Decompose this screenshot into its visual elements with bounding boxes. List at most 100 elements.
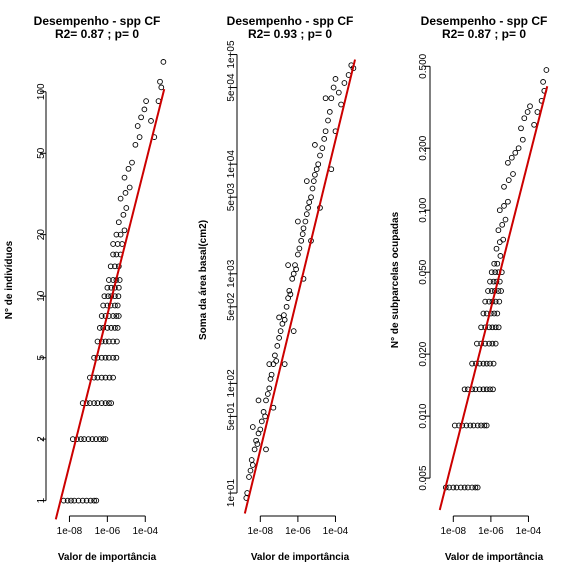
data-point [104,284,111,291]
y-tick-label: 10 [36,290,47,302]
data-point [106,374,113,381]
data-point [531,121,537,128]
data-point [110,354,116,361]
data-point [251,446,258,453]
data-point [141,106,148,113]
data-point [266,385,273,392]
data-point [501,183,507,190]
data-point [75,497,82,504]
chart-subtitle: R2= 0.87 ; p= 0 [442,27,526,41]
x-tick-label: 1e-04 [516,526,542,537]
data-point [309,185,316,192]
data-point [463,422,470,429]
data-point [494,310,501,317]
data-point [487,360,493,367]
data-point [474,340,480,347]
data-point [518,125,524,132]
data-point [302,218,309,225]
data-point [248,457,255,463]
data-point [310,178,317,184]
data-point [292,262,298,268]
data-point [68,497,74,504]
data-point [488,288,495,294]
data-point [85,436,92,442]
data-point [303,178,310,184]
data-point [491,260,498,267]
data-point [457,484,464,491]
data-point [132,141,139,148]
data-point [110,374,116,381]
data-point [330,84,337,91]
y-tick-label: 0.200 [418,135,429,160]
data-point [483,360,490,367]
data-point [114,302,121,309]
regression-line [438,86,549,511]
data-point [298,237,305,244]
y-tick-label: 0.050 [418,259,429,284]
data-point [117,195,124,202]
data-point [300,225,307,232]
data-point [255,397,262,404]
y-tick-label: 1e+02 [226,369,237,398]
data-point [501,203,507,209]
y-tick-label: 50 [36,147,47,159]
data-point [110,313,116,319]
data-point [512,149,519,156]
data-point [125,165,132,172]
y-tick-label: 20 [36,229,47,241]
chart-title: Desempenho - spp CF [421,14,548,28]
data-point [117,231,124,238]
x-axis-label: Valor de importância [445,552,544,563]
x-tick-label: 1e-06 [95,526,121,537]
data-point [98,313,105,319]
data-point [102,436,109,442]
data-point [110,241,116,247]
data-point [116,277,123,283]
data-point [490,278,497,285]
data-point [115,219,122,226]
y-tick-label: 1e+04 [226,150,237,179]
data-point [100,436,107,442]
data-point [98,400,105,406]
data-point [112,302,118,309]
data-point [281,312,287,318]
data-point [505,159,511,166]
data-point [483,386,490,393]
data-point [480,360,487,367]
y-axis-label: N° de indivíduos [4,240,15,319]
y-tick-label: 1e+01 [226,479,237,508]
data-point [281,316,288,323]
y-tick-label: 0.100 [418,197,429,222]
data-point [470,422,477,429]
data-point [312,171,318,178]
data-point [157,78,163,85]
data-point [108,325,115,331]
data-point [94,400,101,406]
data-point [450,484,457,491]
data-point [485,288,491,294]
data-point [134,123,141,129]
data-point [498,288,504,294]
data-point [469,484,475,491]
x-tick-label: 1e-06 [478,526,504,537]
y-tick-label: 1 [36,497,47,503]
y-tick-label: 1e+03 [226,259,237,288]
data-point [497,253,504,259]
data-point [268,371,275,378]
x-axis-label: Valor de importância [58,552,157,563]
y-tick-label: 100 [36,83,47,100]
data-point [303,211,310,217]
data-point [114,325,121,331]
data-point [79,497,86,504]
data-point [110,338,116,345]
y-tick-label: 1e+05 [226,40,237,69]
data-point [474,422,481,429]
data-point [258,418,265,425]
y-axis-label: N° de subparcelas ocupadas [390,211,401,348]
data-point [83,497,90,504]
data-point [102,338,109,345]
data-point [113,354,120,361]
data-point [91,497,97,504]
